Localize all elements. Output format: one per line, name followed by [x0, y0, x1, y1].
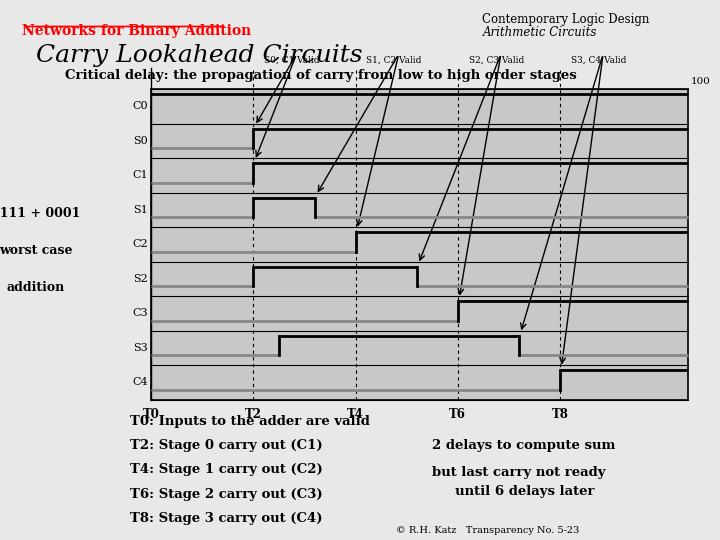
Text: C4: C4	[132, 377, 148, 387]
Text: T6: T6	[449, 408, 466, 421]
Text: T6: Stage 2 carry out (C3): T6: Stage 2 carry out (C3)	[130, 488, 323, 501]
Text: but last carry not ready
     until 6 delays later: but last carry not ready until 6 delays …	[432, 465, 606, 498]
Text: T0: T0	[143, 408, 160, 421]
FancyBboxPatch shape	[151, 89, 688, 400]
Text: worst case: worst case	[0, 244, 73, 257]
Text: Networks for Binary Addition: Networks for Binary Addition	[22, 24, 251, 38]
Text: C1: C1	[132, 170, 148, 180]
Text: C3: C3	[132, 308, 148, 319]
Text: T2: T2	[245, 408, 262, 421]
Text: Contemporary Logic Design: Contemporary Logic Design	[482, 14, 649, 26]
Text: T2: Stage 0 carry out (C1): T2: Stage 0 carry out (C1)	[130, 439, 323, 452]
Text: T4: T4	[347, 408, 364, 421]
Text: 100: 100	[691, 77, 711, 86]
Text: C2: C2	[132, 239, 148, 249]
Text: S3: S3	[133, 343, 148, 353]
Text: 2 delays to compute sum: 2 delays to compute sum	[432, 439, 616, 452]
Text: S0: S0	[133, 136, 148, 146]
Text: 1111 + 0001: 1111 + 0001	[0, 207, 81, 220]
Text: T4: Stage 1 carry out (C2): T4: Stage 1 carry out (C2)	[130, 463, 323, 476]
Text: Critical delay: the propagation of carry from low to high order stages: Critical delay: the propagation of carry…	[65, 69, 577, 82]
Text: S2, C3 Valid: S2, C3 Valid	[469, 56, 523, 65]
Text: Carry Lookahead Circuits: Carry Lookahead Circuits	[36, 44, 363, 68]
Text: © R.H. Katz   Transparency No. 5-23: © R.H. Katz Transparency No. 5-23	[396, 526, 580, 535]
Text: S1, C2 Valid: S1, C2 Valid	[366, 56, 422, 65]
Text: T8: T8	[552, 408, 568, 421]
Text: addition: addition	[7, 281, 65, 294]
Text: S1: S1	[133, 205, 148, 215]
Text: T0: Inputs to the adder are valid: T0: Inputs to the adder are valid	[130, 415, 369, 428]
Text: C0: C0	[132, 102, 148, 111]
Text: S3, C4 Valid: S3, C4 Valid	[571, 56, 626, 65]
Text: T8: Stage 3 carry out (C4): T8: Stage 3 carry out (C4)	[130, 512, 322, 525]
Text: S2: S2	[133, 274, 148, 284]
Text: S0, C1 Valid: S0, C1 Valid	[264, 56, 320, 65]
Text: Arithmetic Circuits: Arithmetic Circuits	[482, 26, 597, 39]
